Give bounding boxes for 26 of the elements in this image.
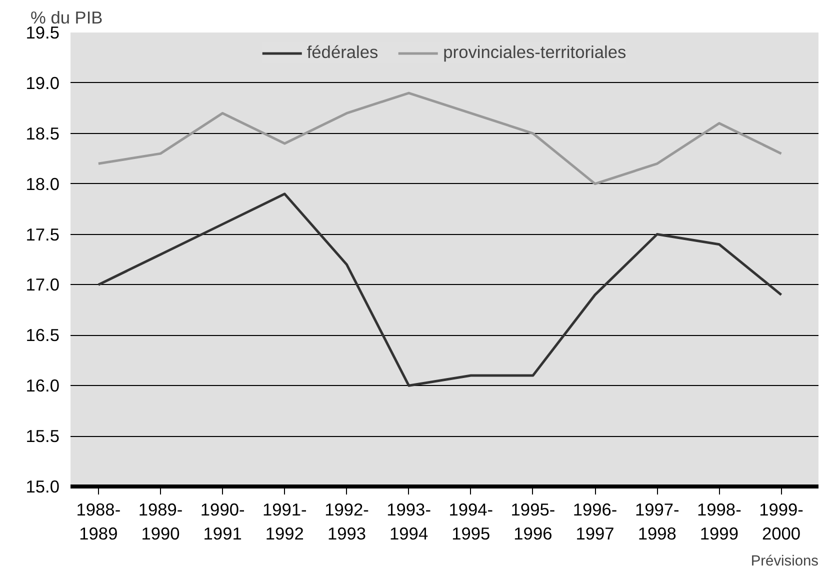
x-tick-label: 1988- 1989 xyxy=(76,500,121,544)
x-tick-label: 1998- 1999 xyxy=(697,500,742,544)
x-tick-label: 1994- 1995 xyxy=(448,500,494,544)
x-tick-label: 1999- 2000 xyxy=(759,500,804,544)
x-tick-label: 1995- 1996 xyxy=(510,500,556,544)
y-tick-label: 15.5 xyxy=(26,426,60,446)
text: Prévisions xyxy=(750,554,819,570)
y-tick-label: 17.5 xyxy=(26,224,60,244)
line-series xyxy=(97,192,783,387)
x-tick-label: 1990- 1991 xyxy=(200,500,245,544)
x-tick-label: 1993- 1994 xyxy=(386,500,431,544)
y-tick-label: 15.0 xyxy=(26,476,60,496)
y-tick-label: 16.5 xyxy=(26,325,60,346)
x-tick-label: 1989- 1990 xyxy=(138,500,183,544)
legend-label: provinciales-territoriales xyxy=(443,42,626,63)
y-tick-label: 19.0 xyxy=(26,72,60,93)
x-tick-label: 1991- 1992 xyxy=(262,500,307,544)
y-tick-label: 17.0 xyxy=(26,274,60,295)
y-tick-label: 16.0 xyxy=(26,376,60,396)
y-tick-label: 18.0 xyxy=(26,174,60,194)
x-tick-label: 1996- 1997 xyxy=(572,500,618,544)
legend-label: fédérales xyxy=(306,42,378,63)
x-tick-label: 1992- 1993 xyxy=(324,500,369,544)
x-tick-label: 1997- 1998 xyxy=(634,500,680,544)
y-tick-label: 18.5 xyxy=(26,123,60,144)
line-series xyxy=(97,92,783,186)
